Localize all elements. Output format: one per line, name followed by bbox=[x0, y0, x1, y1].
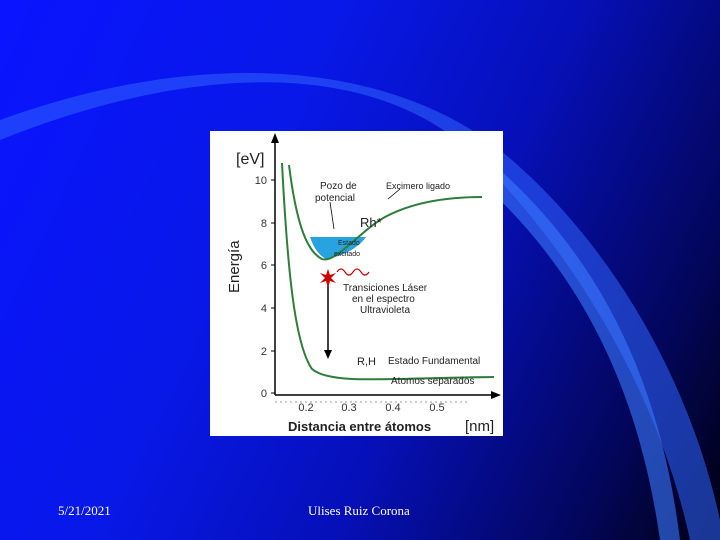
emission-star-icon bbox=[320, 269, 336, 288]
ground-state-curve bbox=[281, 162, 495, 381]
atomos-separados-label: Atomos separados bbox=[391, 376, 474, 387]
excimero-pointer bbox=[387, 188, 401, 200]
estado-excitado-label: Estado bbox=[338, 240, 360, 247]
y-tick-label: 2 bbox=[261, 346, 267, 358]
pozo-label: Pozo de bbox=[320, 181, 357, 192]
transiciones-label: en el espectro bbox=[352, 294, 415, 305]
y-tick-marks bbox=[271, 179, 275, 394]
y-axis-label: Energía bbox=[226, 240, 243, 293]
y-tick-label: 6 bbox=[261, 260, 267, 272]
energy-diagram-figure: 10 8 6 4 2 0 0.2 0.3 0.4 0.5 [eV] Energí… bbox=[210, 131, 503, 436]
estado-excitado-label: excitado bbox=[334, 251, 360, 258]
energy-diagram: 10 8 6 4 2 0 0.2 0.3 0.4 0.5 [eV] Energí… bbox=[226, 133, 501, 435]
x-unit-label: [nm] bbox=[465, 418, 494, 435]
pozo-label: potencial bbox=[315, 193, 355, 204]
rh-star-label: Rh* bbox=[360, 215, 382, 230]
y-tick-label: 0 bbox=[261, 388, 267, 400]
photon-wave-icon bbox=[336, 268, 370, 276]
transition-arrowhead bbox=[324, 350, 332, 359]
transiciones-label: Ultravioleta bbox=[360, 305, 410, 316]
x-tick-label: 0.5 bbox=[429, 402, 444, 414]
x-tick-label: 0.3 bbox=[341, 402, 356, 414]
slide-author: Ulises Ruiz Corona bbox=[308, 503, 410, 518]
transiciones-label: Transiciones Láser bbox=[343, 283, 428, 294]
excimero-label: Excimero ligado bbox=[386, 181, 450, 191]
excited-state-curve bbox=[288, 164, 483, 261]
x-tick-label: 0.2 bbox=[298, 402, 313, 414]
x-axis-arrowhead bbox=[491, 391, 501, 399]
estado-fundamental-label: Estado Fundamental bbox=[388, 356, 480, 367]
slide-date: 5/21/2021 bbox=[58, 503, 111, 518]
y-tick-label: 8 bbox=[261, 218, 267, 230]
y-axis-arrowhead bbox=[271, 133, 279, 143]
x-axis-label: Distancia entre átomos bbox=[288, 419, 431, 434]
rh-label: R,H bbox=[357, 356, 376, 368]
pozo-pointer bbox=[329, 201, 335, 230]
y-tick-label: 10 bbox=[255, 175, 267, 187]
y-unit-label: [eV] bbox=[236, 151, 264, 168]
y-tick-label: 4 bbox=[261, 303, 267, 315]
x-tick-label: 0.4 bbox=[385, 402, 400, 414]
